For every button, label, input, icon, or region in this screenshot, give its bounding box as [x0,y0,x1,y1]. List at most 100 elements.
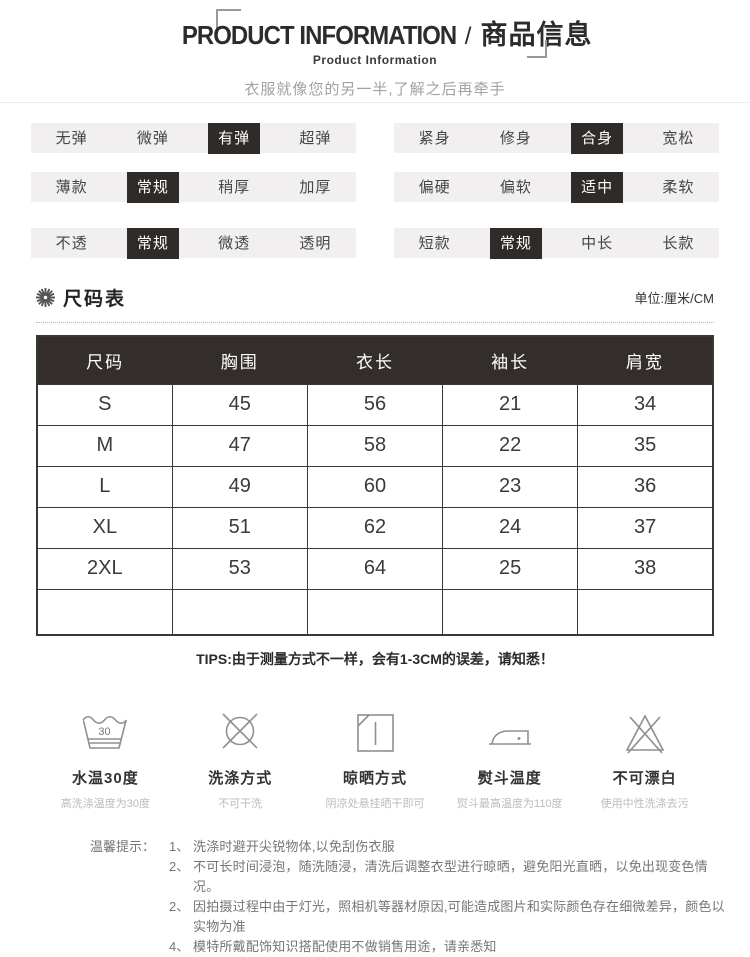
attr-option: 偏软 [475,172,556,203]
attr-option-label: 宽松 [662,129,695,147]
size-chart-table: 尺码 胸围 衣长 袖长 肩宽 S 45 56 21 34 M 47 58 22 … [36,335,714,636]
size-chart-header: 尺码表 单位:厘米/CM [36,284,714,323]
attr-option-selected: 适中 [557,171,638,203]
attr-option: 薄款 [31,172,112,203]
note-text: 洗涤时避开尖锐物体,以免刮伤衣服 [193,839,395,854]
note-number: 2、 [169,859,190,874]
attr-option: 透明 [275,228,356,259]
attr-option-label: 合身 [571,122,624,154]
attribute-row-softness: 偏硬 偏软 适中 柔软 [394,171,719,203]
care-item-label: 洗涤方式 [208,770,273,787]
notes-list: 1、 洗涤时避开尖锐物体,以免刮伤衣服 2、 不可长时间浸泡，随洗随浸，清洗后调… [169,837,730,957]
attr-option-label: 超弹 [299,129,332,147]
table-row: 2XL 53 64 25 38 [36,547,714,590]
table-row: S 45 56 21 34 [36,383,714,426]
cell-shoulder: 35 [577,424,714,467]
attr-option: 紧身 [394,123,475,154]
cell-size: 2XL [36,547,173,590]
cell-length: 62 [306,506,444,549]
column-header-size: 尺码 [37,336,173,384]
footer-notes: 温馨提示： 1、 洗涤时避开尖锐物体,以免刮伤衣服 2、 不可长时间浸泡，随洗随… [90,837,730,957]
corner-bracket-bottom-right [527,40,547,58]
attr-option: 短款 [394,228,475,259]
attr-option: 无弹 [31,123,112,154]
note-text: 因拍摄过程中由于灯光，照相机等器材原因,可能造成图片和实际颜色存在细微差异，颜色… [193,899,725,934]
size-chart-title-group: 尺码表 [36,284,126,311]
cell-shoulder: 38 [577,547,714,590]
cell-size: S [36,383,173,426]
care-item-label: 晾晒方式 [342,770,407,787]
cell-length: 58 [306,424,444,467]
attr-option: 宽松 [638,123,719,154]
attr-option: 微透 [194,228,275,259]
product-info-header: PRODUCT INFORMATION / 商品信息 Product Infor… [0,0,750,103]
attr-option-label: 偏硬 [418,178,451,196]
column-header-shoulder: 肩宽 [577,336,713,384]
title-separator: / [464,23,472,50]
attr-option-label: 常规 [126,227,179,259]
svg-text:30: 30 [99,726,111,738]
care-item-sublabel: 使用中性洗涤去污 [600,798,689,810]
attr-option: 微弹 [112,123,193,154]
attr-option: 柔软 [638,172,719,203]
attribute-row-elasticity: 无弹 微弹 有弹 超弹 [31,122,356,154]
care-item-sublabel: 阴凉处悬挂晒干即可 [325,798,425,810]
cell-length: 60 [306,465,444,508]
no-dry-clean-icon [173,705,308,755]
table-row: XL 51 62 24 37 [36,506,714,549]
page-title-english: PRODUCT INFORMATION [181,20,456,50]
care-item-no-bleach: 不可漂白 使用中性洗涤去污 [577,705,712,811]
column-header-chest: 胸围 [172,336,308,384]
attr-option-label: 柔软 [662,178,695,196]
attribute-row-length: 短款 常规 中长 长款 [394,227,719,259]
care-item-sublabel: 熨斗最高温度为110度 [457,798,563,810]
attribute-row-transparency: 不透 常规 微透 透明 [31,227,356,259]
attr-option-selected: 常规 [475,227,556,259]
attr-option-label: 微弹 [136,129,169,147]
attr-option-label: 加厚 [299,178,332,196]
attr-option-selected: 有弹 [194,122,275,154]
attr-option: 不透 [31,228,112,259]
note-number: 4、 [169,939,190,954]
table-row: M 47 58 22 35 [36,424,714,467]
note-line: 1、 洗涤时避开尖锐物体,以免刮伤衣服 [169,837,730,857]
cell-chest: 49 [171,465,308,508]
care-item-label: 熨斗温度 [477,770,542,787]
care-item-label: 水温30度 [72,770,139,787]
cell-length: 64 [306,547,444,590]
attr-option-label: 稍厚 [218,178,251,196]
attribute-column-left: 无弹 微弹 有弹 超弹 薄款 常规 稍厚 加厚 不透 常规 微透 透明 [31,122,356,277]
attr-option-label: 短款 [418,234,451,252]
care-item-wash-temp: 30 水温30度 高洗涤温度为30度 [38,705,173,811]
care-item-sublabel: 高洗涤温度为30度 [60,798,151,810]
attr-option: 加厚 [275,172,356,203]
attr-option-label: 中长 [581,234,614,252]
attribute-section: 无弹 微弹 有弹 超弹 薄款 常规 稍厚 加厚 不透 常规 微透 透明 紧身 修… [0,103,750,277]
attr-option-label: 偏软 [499,178,532,196]
attribute-column-right: 紧身 修身 合身 宽松 偏硬 偏软 适中 柔软 短款 常规 中长 长款 [394,122,719,277]
wash-temp-30-icon: 30 [38,705,173,755]
attr-option: 稍厚 [194,172,275,203]
attr-option-label: 不透 [55,234,88,252]
attr-option-label: 透明 [299,234,332,252]
page-title-chinese: 商品信息 [480,20,593,50]
cell-size: L [36,465,173,508]
size-chart-title: 尺码表 [63,289,127,310]
attr-option: 长款 [638,228,719,259]
attr-option-label: 适中 [571,171,624,203]
tagline: 衣服就像您的另一半,了解之后再牵手 [244,81,506,98]
cell-length: 56 [306,383,444,426]
attribute-row-thickness: 薄款 常规 稍厚 加厚 [31,171,356,203]
attr-option: 中长 [557,228,638,259]
flower-icon [36,288,55,307]
column-header-length: 衣长 [307,336,443,384]
attribute-row-fit: 紧身 修身 合身 宽松 [394,122,719,154]
attr-option-label: 有弹 [208,122,261,154]
measurement-tips: TIPS:由于测量方式不一样，会有1-3CM的误差，请知悉！ [196,651,554,667]
size-table-header-row: 尺码 胸围 衣长 袖长 肩宽 [37,336,713,384]
cell-shoulder: 34 [577,383,714,426]
cell-size: M [36,424,173,467]
care-item-iron-temp: 熨斗温度 熨斗最高温度为110度 [442,705,577,811]
note-text: 不可长时间浸泡，随洗随浸，清洗后调整衣型进行晾晒，避免阳光直晒，以免出现变色情况… [193,859,708,894]
note-text: 模特所戴配饰知识搭配使用不做销售用途，请亲悉知 [193,939,497,954]
